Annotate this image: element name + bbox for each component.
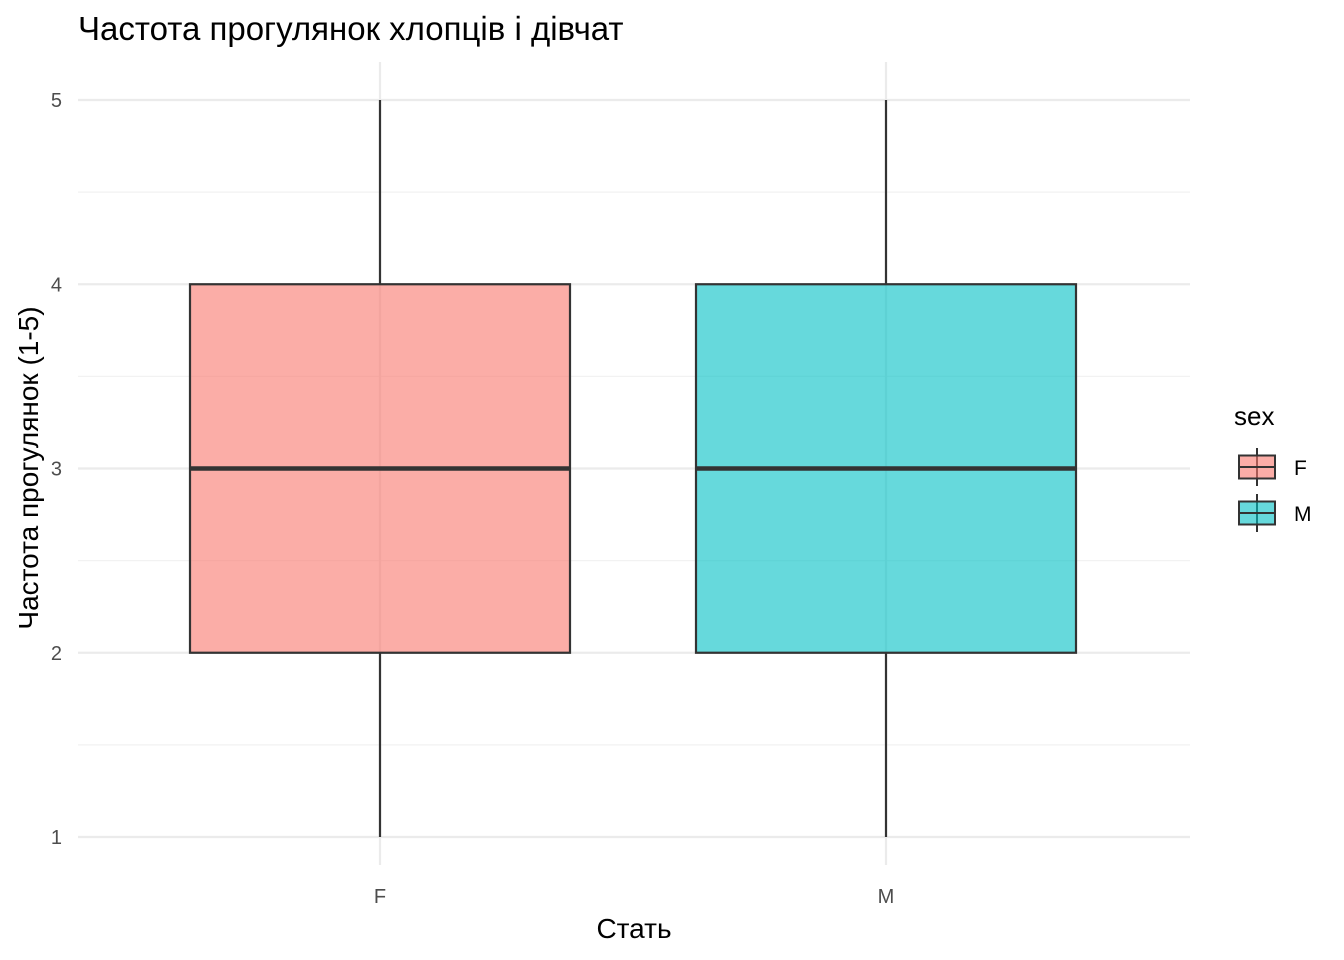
y-tick-label: 3 (51, 459, 62, 481)
y-tick-label: 1 (51, 827, 62, 849)
x-tick-label: M (878, 886, 895, 908)
y-axis-ticks: 1 2 3 4 5 (51, 90, 62, 849)
y-tick-label: 5 (51, 90, 62, 112)
legend-label: F (1294, 457, 1307, 480)
y-tick-label: 4 (51, 274, 62, 296)
legend-item-F: F (1238, 448, 1307, 486)
legend: sex FM (1234, 401, 1312, 532)
legend-item-M: M (1238, 494, 1312, 532)
box-F (188, 100, 572, 837)
boxes (188, 100, 1078, 837)
x-axis-title: Стать (596, 913, 671, 944)
legend-title: sex (1234, 401, 1274, 431)
y-axis-title: Частота прогулянок (1-5) (13, 306, 44, 629)
box-M (694, 100, 1078, 837)
legend-label: M (1294, 503, 1312, 526)
y-tick-label: 2 (51, 643, 62, 665)
x-tick-label: F (374, 886, 386, 908)
chart-title: Частота прогулянок хлопців і дівчат (78, 10, 624, 47)
